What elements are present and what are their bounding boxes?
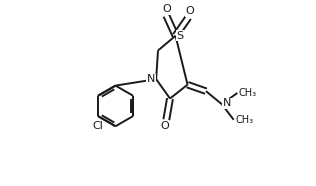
Text: O: O <box>185 6 194 16</box>
Text: CH₃: CH₃ <box>239 88 257 98</box>
Text: O: O <box>160 121 169 131</box>
Text: O: O <box>162 4 171 14</box>
Text: S: S <box>176 31 184 41</box>
Text: CH₃: CH₃ <box>235 115 253 125</box>
Text: N: N <box>147 74 155 84</box>
Text: N: N <box>222 98 231 108</box>
Text: Cl: Cl <box>93 121 104 131</box>
